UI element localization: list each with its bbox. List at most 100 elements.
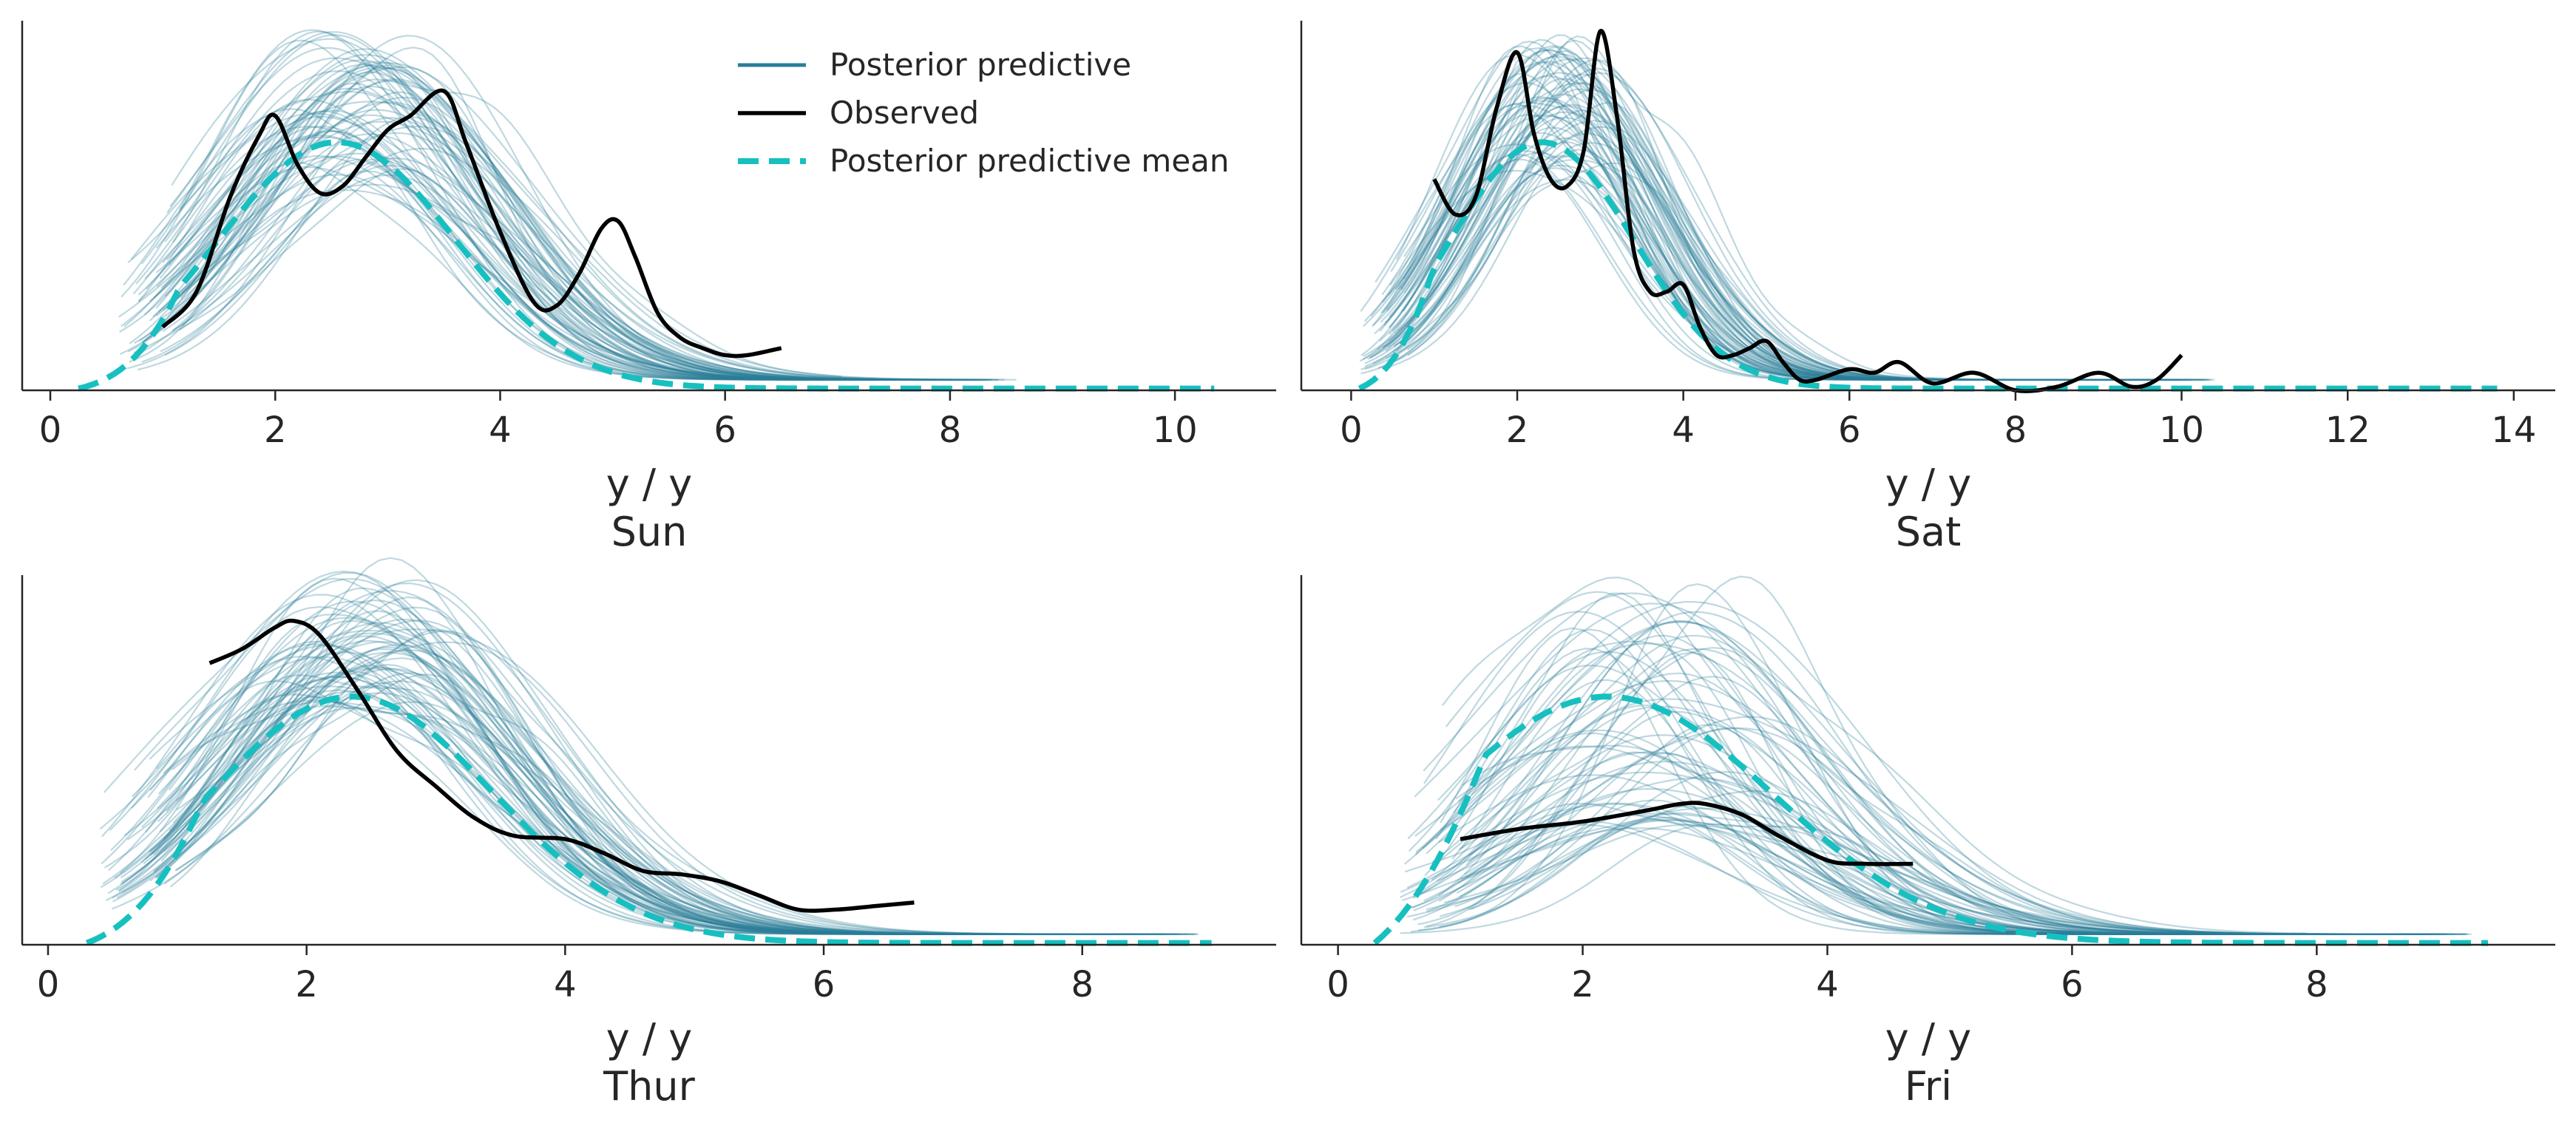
posterior-predictive-line bbox=[138, 98, 833, 381]
posterior-predictive-line bbox=[1458, 704, 2397, 935]
posterior-predictive-line bbox=[163, 619, 965, 935]
posterior-predictive-line bbox=[155, 619, 953, 935]
posterior-predictive-line bbox=[149, 629, 968, 935]
posterior-predictive-line bbox=[178, 112, 947, 381]
posterior-predictive-line bbox=[145, 610, 1091, 935]
posterior-predictive-line bbox=[1406, 807, 2393, 935]
posterior-predictive-line bbox=[172, 699, 975, 935]
posterior-predictive-line bbox=[147, 643, 1004, 935]
posterior-predictive-line bbox=[157, 78, 894, 381]
posterior-predictive-line bbox=[174, 663, 1006, 935]
posterior-predictive-line bbox=[157, 672, 952, 935]
posterior-predictive-line bbox=[1437, 815, 2232, 935]
posterior-predictive-line bbox=[1468, 777, 2346, 935]
posterior-predictive-line bbox=[105, 685, 1062, 935]
posterior-predictive-line bbox=[1401, 158, 2132, 381]
posterior-predictive-line bbox=[1414, 600, 2345, 935]
posterior-predictive-line bbox=[1426, 710, 2352, 935]
x-axis-label-fri: y / y bbox=[1885, 1015, 1971, 1062]
posterior-predictive-line bbox=[131, 35, 929, 381]
posterior-predictive-line bbox=[149, 666, 1025, 935]
posterior-predictive-line bbox=[1462, 744, 2332, 935]
posterior-predictive-line bbox=[184, 67, 907, 381]
legend-label-posterior-predictive: Posterior predictive bbox=[830, 47, 1131, 83]
posterior-predictive-draws-thur bbox=[99, 557, 1199, 935]
posterior-predictive-line bbox=[171, 189, 793, 381]
posterior-predictive-line bbox=[1389, 152, 2149, 381]
posterior-predictive-line bbox=[1424, 640, 2447, 935]
posterior-predictive-line bbox=[114, 692, 1074, 935]
posterior-predictive-line bbox=[1431, 676, 2338, 935]
posterior-predictive-line bbox=[133, 170, 974, 381]
posterior-predictive-line bbox=[1441, 576, 2434, 935]
posterior-mean-line-fri bbox=[1372, 693, 2488, 946]
posterior-predictive-line bbox=[144, 635, 1196, 935]
posterior-predictive-line bbox=[1468, 751, 2274, 935]
posterior-predictive-line bbox=[1426, 819, 2466, 935]
posterior-predictive-line bbox=[169, 696, 997, 935]
posterior-predictive-line bbox=[1410, 805, 2342, 935]
posterior-predictive-line bbox=[1359, 100, 2164, 381]
posterior-predictive-line bbox=[1413, 751, 2402, 935]
posterior-predictive-line bbox=[145, 130, 821, 381]
panel-title-sat: Sat bbox=[1896, 509, 1962, 555]
posterior-predictive-line bbox=[169, 628, 989, 935]
posterior-predictive-line bbox=[1383, 44, 2149, 381]
posterior-predictive-line bbox=[101, 594, 1063, 935]
posterior-predictive-line bbox=[164, 57, 993, 381]
posterior-predictive-line bbox=[163, 587, 955, 935]
posterior-predictive-draws-sat bbox=[1359, 34, 2215, 381]
posterior-predictive-line bbox=[1382, 49, 2135, 381]
posterior-predictive-line bbox=[168, 125, 967, 381]
posterior-predictive-line bbox=[1400, 75, 2186, 381]
panel-title-thur: Thur bbox=[603, 1063, 695, 1110]
posterior-predictive-line bbox=[164, 161, 938, 381]
posterior-predictive-line bbox=[108, 600, 973, 935]
posterior-predictive-line bbox=[1414, 602, 2376, 935]
posterior-predictive-line bbox=[1364, 153, 2083, 381]
posterior-predictive-line bbox=[1471, 729, 2272, 935]
posterior-predictive-line bbox=[175, 590, 1114, 935]
posterior-predictive-line bbox=[162, 183, 952, 381]
posterior-predictive-line bbox=[166, 577, 1105, 935]
posterior-predictive-line bbox=[1423, 770, 2469, 935]
x-tick-label-sun: 4 bbox=[489, 410, 512, 451]
posterior-predictive-line bbox=[1423, 592, 2263, 935]
x-tick-label-sat: 4 bbox=[1672, 410, 1695, 451]
posterior-predictive-line bbox=[1386, 162, 2108, 381]
posterior-predictive-line bbox=[121, 646, 961, 935]
posterior-predictive-line bbox=[149, 680, 1108, 935]
x-tick-label-sat: 6 bbox=[1838, 410, 1861, 451]
posterior-predictive-line bbox=[1403, 58, 2118, 381]
posterior-predictive-line bbox=[160, 132, 864, 380]
posterior-predictive-line bbox=[153, 110, 827, 381]
posterior-predictive-line bbox=[135, 69, 987, 381]
posterior-predictive-line bbox=[120, 613, 1088, 935]
posterior-predictive-line bbox=[155, 166, 924, 381]
posterior-predictive-line bbox=[153, 618, 1102, 935]
posterior-predictive-line bbox=[171, 38, 946, 381]
posterior-predictive-line bbox=[1386, 58, 2087, 381]
posterior-predictive-line bbox=[1453, 592, 2467, 935]
posterior-predictive-line bbox=[1375, 40, 2073, 381]
posterior-predictive-line bbox=[156, 61, 965, 381]
x-tick-label-sat: 8 bbox=[2004, 410, 2027, 451]
posterior-predictive-line bbox=[180, 114, 808, 381]
x-axis-label-thur: y / y bbox=[606, 1015, 692, 1062]
posterior-predictive-line bbox=[155, 136, 840, 381]
posterior-predictive-line bbox=[129, 64, 819, 381]
x-tick-label-thur: 8 bbox=[1071, 964, 1094, 1005]
posterior-predictive-line bbox=[153, 622, 1028, 935]
posterior-predictive-line bbox=[1438, 619, 2268, 935]
posterior-predictive-line bbox=[1451, 679, 2385, 935]
x-tick-label-fri: 8 bbox=[2305, 964, 2328, 1005]
posterior-predictive-line bbox=[163, 680, 1097, 935]
posterior-predictive-line bbox=[1417, 575, 2355, 935]
posterior-predictive-line bbox=[163, 685, 1169, 935]
posterior-predictive-line bbox=[1386, 81, 2073, 381]
posterior-predictive-line bbox=[140, 34, 797, 381]
posterior-predictive-line bbox=[1438, 774, 2368, 935]
posterior-predictive-line bbox=[1392, 158, 2174, 381]
